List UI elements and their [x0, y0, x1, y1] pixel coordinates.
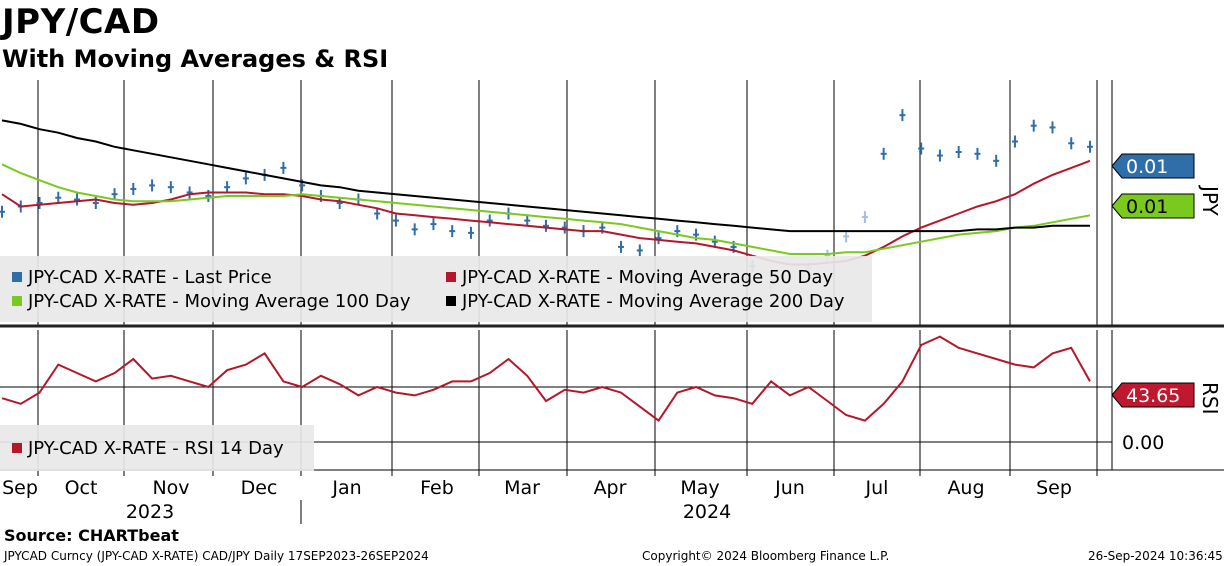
legend-item-ma200[interactable]: JPY-CAD X-RATE - Moving Average 200 Day — [446, 290, 845, 314]
chart-title: JPY/CAD — [2, 2, 160, 42]
x-tick-label-dec: Dec — [241, 477, 278, 499]
legend-item-ma100[interactable]: JPY-CAD X-RATE - Moving Average 100 Day — [12, 290, 411, 314]
x-tick-label-sep: Sep — [1036, 477, 1072, 499]
x-tick-label-sep: Sep — [2, 477, 38, 499]
footer-timestamp: 26-Sep-2024 10:36:45 — [1088, 549, 1223, 563]
badge-last-price-text: 0.01 — [1126, 156, 1168, 178]
rsi-axis-label: RSI — [1198, 382, 1222, 415]
legend-item-rsi[interactable]: JPY-CAD X-RATE - RSI 14 Day — [12, 437, 284, 461]
x-tick-label-nov: Nov — [152, 477, 189, 499]
legend-label: JPY-CAD X-RATE - Moving Average 50 Day — [462, 267, 834, 288]
rsi-legend: JPY-CAD X-RATE - RSI 14 Day — [0, 425, 314, 471]
price-series-group — [0, 109, 1093, 301]
legend-label: JPY-CAD X-RATE - Last Price — [28, 267, 272, 288]
rsi-line — [1, 335, 1091, 423]
price-legend: JPY-CAD X-RATE - Last Price JPY-CAD X-RA… — [0, 256, 872, 322]
legend-label: JPY-CAD X-RATE - Moving Average 200 Day — [462, 291, 845, 312]
badge-last-price-shape — [1111, 153, 1195, 179]
x-tick-label-apr: Apr — [594, 477, 627, 499]
source-note: Source: CHARTbeat — [4, 526, 179, 545]
legend-label: JPY-CAD X-RATE - RSI 14 Day — [28, 438, 284, 459]
ma200-line — [1, 119, 1090, 233]
legend-swatch — [446, 296, 456, 306]
x-tick-label-jan: Jan — [331, 477, 361, 499]
x-tick-label-oct: Oct — [65, 477, 98, 499]
footer-ticker: JPYCAD Curncy (JPY-CAD X-RATE) CAD/JPY D… — [4, 549, 429, 563]
badge-rsi-text: 43.65 — [1126, 385, 1180, 407]
chart-subtitle: With Moving Averages & RSI — [2, 45, 389, 73]
x-tick-label-mar: Mar — [504, 477, 540, 499]
badge-rsi-shape — [1111, 382, 1195, 408]
ma50-line — [1, 159, 1091, 266]
badge-ma100-text: 0.01 — [1126, 196, 1168, 218]
legend-swatch — [446, 272, 456, 282]
footer-copyright: Copyright© 2024 Bloomberg Finance L.P. — [642, 549, 890, 563]
x-tick-label-jul: Jul — [865, 477, 889, 499]
rsi-series-group — [1, 335, 1091, 423]
x-year-label-2024: 2024 — [683, 501, 731, 523]
x-tick-label-feb: Feb — [420, 477, 454, 499]
legend-label: JPY-CAD X-RATE - Moving Average 100 Day — [28, 291, 411, 312]
rsi-tick-label: 0.00 — [1122, 432, 1164, 454]
axes-group: Sep Oct Nov Dec Jan Feb Mar Apr May Jun Jul Aug Sep 2… — [0, 80, 1224, 524]
legend-swatch — [12, 272, 22, 282]
price-axis-label: JPY — [1198, 186, 1222, 216]
x-tick-label-may: May — [680, 477, 719, 499]
badge-ma100-shape — [1111, 193, 1195, 219]
ma100-line — [1, 163, 1091, 255]
x-tick-label-aug: Aug — [947, 477, 984, 499]
x-year-label-2023: 2023 — [126, 501, 174, 523]
legend-swatch — [12, 443, 22, 453]
x-tick-label-jun: Jun — [774, 477, 805, 499]
legend-item-ma50[interactable]: JPY-CAD X-RATE - Moving Average 50 Day — [446, 266, 833, 290]
last-value-badges: 0.01 0.01 43.65 — [1111, 153, 1195, 408]
legend-swatch — [12, 296, 22, 306]
legend-item-last-price[interactable]: JPY-CAD X-RATE - Last Price — [12, 266, 272, 290]
